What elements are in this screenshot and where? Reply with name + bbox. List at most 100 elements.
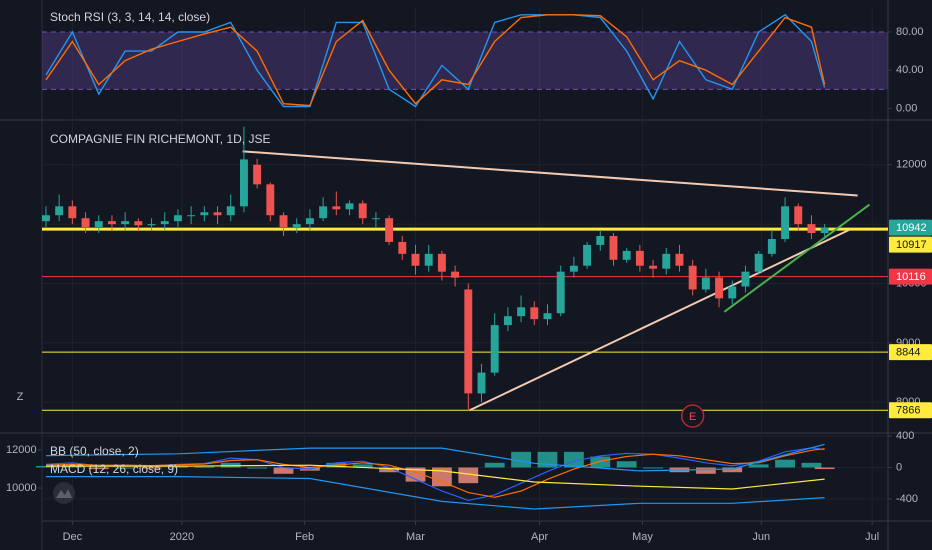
candle-body — [200, 212, 209, 216]
candle-body — [767, 238, 776, 254]
stoch-title: Stoch RSI (3, 3, 14, 14, close) — [50, 10, 210, 24]
candle-body — [583, 244, 592, 266]
candle-body — [385, 218, 394, 242]
candle-body — [781, 206, 790, 239]
trend-line — [242, 150, 858, 197]
y-tick-label: 80.00 — [896, 26, 924, 38]
candle-body — [358, 203, 367, 219]
candle-body — [81, 218, 90, 228]
candle-body — [213, 212, 222, 216]
logo — [53, 482, 75, 504]
candle-body — [649, 265, 658, 269]
candle-body — [266, 184, 275, 216]
candle-body — [68, 206, 77, 219]
x-tick-label: 2020 — [170, 531, 194, 543]
y-tick-label: 0.00 — [896, 102, 917, 114]
histogram-bar — [141, 467, 162, 469]
y2-tick-label: 10000 — [6, 482, 37, 494]
histogram-bar — [36, 465, 56, 468]
price-box-label: 7866 — [896, 405, 920, 417]
candle-body — [94, 221, 103, 228]
candle-body — [424, 253, 433, 266]
x-tick-label: May — [632, 531, 653, 543]
trend-line — [723, 203, 871, 313]
series-line — [45, 14, 826, 107]
band-fill — [42, 31, 888, 90]
candle-body — [239, 159, 248, 207]
candle-body — [437, 253, 446, 272]
candle-body — [253, 164, 262, 185]
logo-glyph — [56, 489, 72, 498]
histogram-bar — [814, 467, 835, 470]
candle-body — [503, 316, 512, 326]
candle-body — [609, 236, 618, 260]
event-label: E — [689, 411, 696, 423]
histogram-bar — [379, 467, 400, 473]
candle-body — [226, 206, 235, 216]
bb-title: BB (50, close, 2) — [50, 444, 139, 458]
candle-body — [820, 227, 829, 234]
candle-body — [55, 206, 64, 216]
candle-body — [292, 224, 301, 228]
plot-layer: 0.0040.0080.0080009000100001100012000E10… — [6, 8, 932, 543]
y-tick-label: 0 — [896, 461, 902, 473]
histogram-bar — [220, 462, 241, 468]
histogram-bar — [352, 464, 373, 468]
candle-body — [807, 224, 816, 234]
candle-body — [635, 250, 644, 266]
candle-body — [187, 215, 196, 217]
candle-body — [279, 215, 288, 228]
histogram-bar — [88, 467, 109, 470]
candle-body — [794, 206, 803, 225]
price-box-label: 10917 — [896, 239, 927, 251]
histogram-bar — [748, 464, 769, 468]
candle-body — [371, 218, 380, 220]
candle-body — [121, 221, 130, 225]
histogram-bar — [590, 456, 611, 468]
histogram-bar — [194, 466, 215, 468]
candle-body — [305, 218, 314, 225]
candle-body — [556, 271, 565, 314]
candle-body — [715, 277, 724, 299]
macd-title: MACD (12, 26, close, 9) — [50, 462, 178, 476]
candle-body — [134, 221, 143, 226]
candle-body — [622, 250, 631, 260]
candle-body — [675, 253, 684, 266]
indicator-line — [46, 464, 825, 490]
indicator-line — [46, 476, 825, 510]
candle-body — [596, 236, 605, 245]
x-tick-label: Mar — [406, 531, 425, 543]
x-tick-label: Jul — [865, 531, 879, 543]
price-box — [889, 344, 932, 361]
price-box-label: 8844 — [896, 347, 920, 359]
histogram-bar — [247, 467, 268, 469]
price-box — [889, 402, 932, 419]
histogram-bar — [643, 467, 663, 469]
toolbar-label[interactable]: Z — [17, 391, 24, 403]
indicator-line — [45, 443, 825, 472]
candle-body — [398, 241, 407, 254]
candle-body — [42, 215, 50, 222]
x-tick-label: Dec — [63, 531, 83, 543]
y-tick-label: 40.00 — [896, 64, 924, 76]
indicator-line — [45, 448, 825, 498]
candle-body — [160, 221, 169, 225]
trend-line — [469, 228, 851, 412]
histogram-bar — [775, 459, 795, 468]
candle-body — [319, 206, 328, 219]
price-box — [889, 236, 932, 253]
candle-body — [569, 265, 578, 272]
y-tick-label: 400 — [896, 430, 914, 442]
candle-body — [701, 277, 710, 290]
candle-body — [543, 313, 552, 320]
candle-body — [490, 325, 499, 373]
candle-body — [411, 253, 420, 266]
histogram-bar — [616, 461, 637, 468]
histogram-bar — [458, 467, 479, 484]
candle-body — [662, 253, 671, 269]
candle-body — [477, 372, 486, 394]
candle-body — [464, 289, 473, 394]
y-tick-label: -400 — [896, 493, 918, 505]
candle-body — [517, 307, 526, 317]
